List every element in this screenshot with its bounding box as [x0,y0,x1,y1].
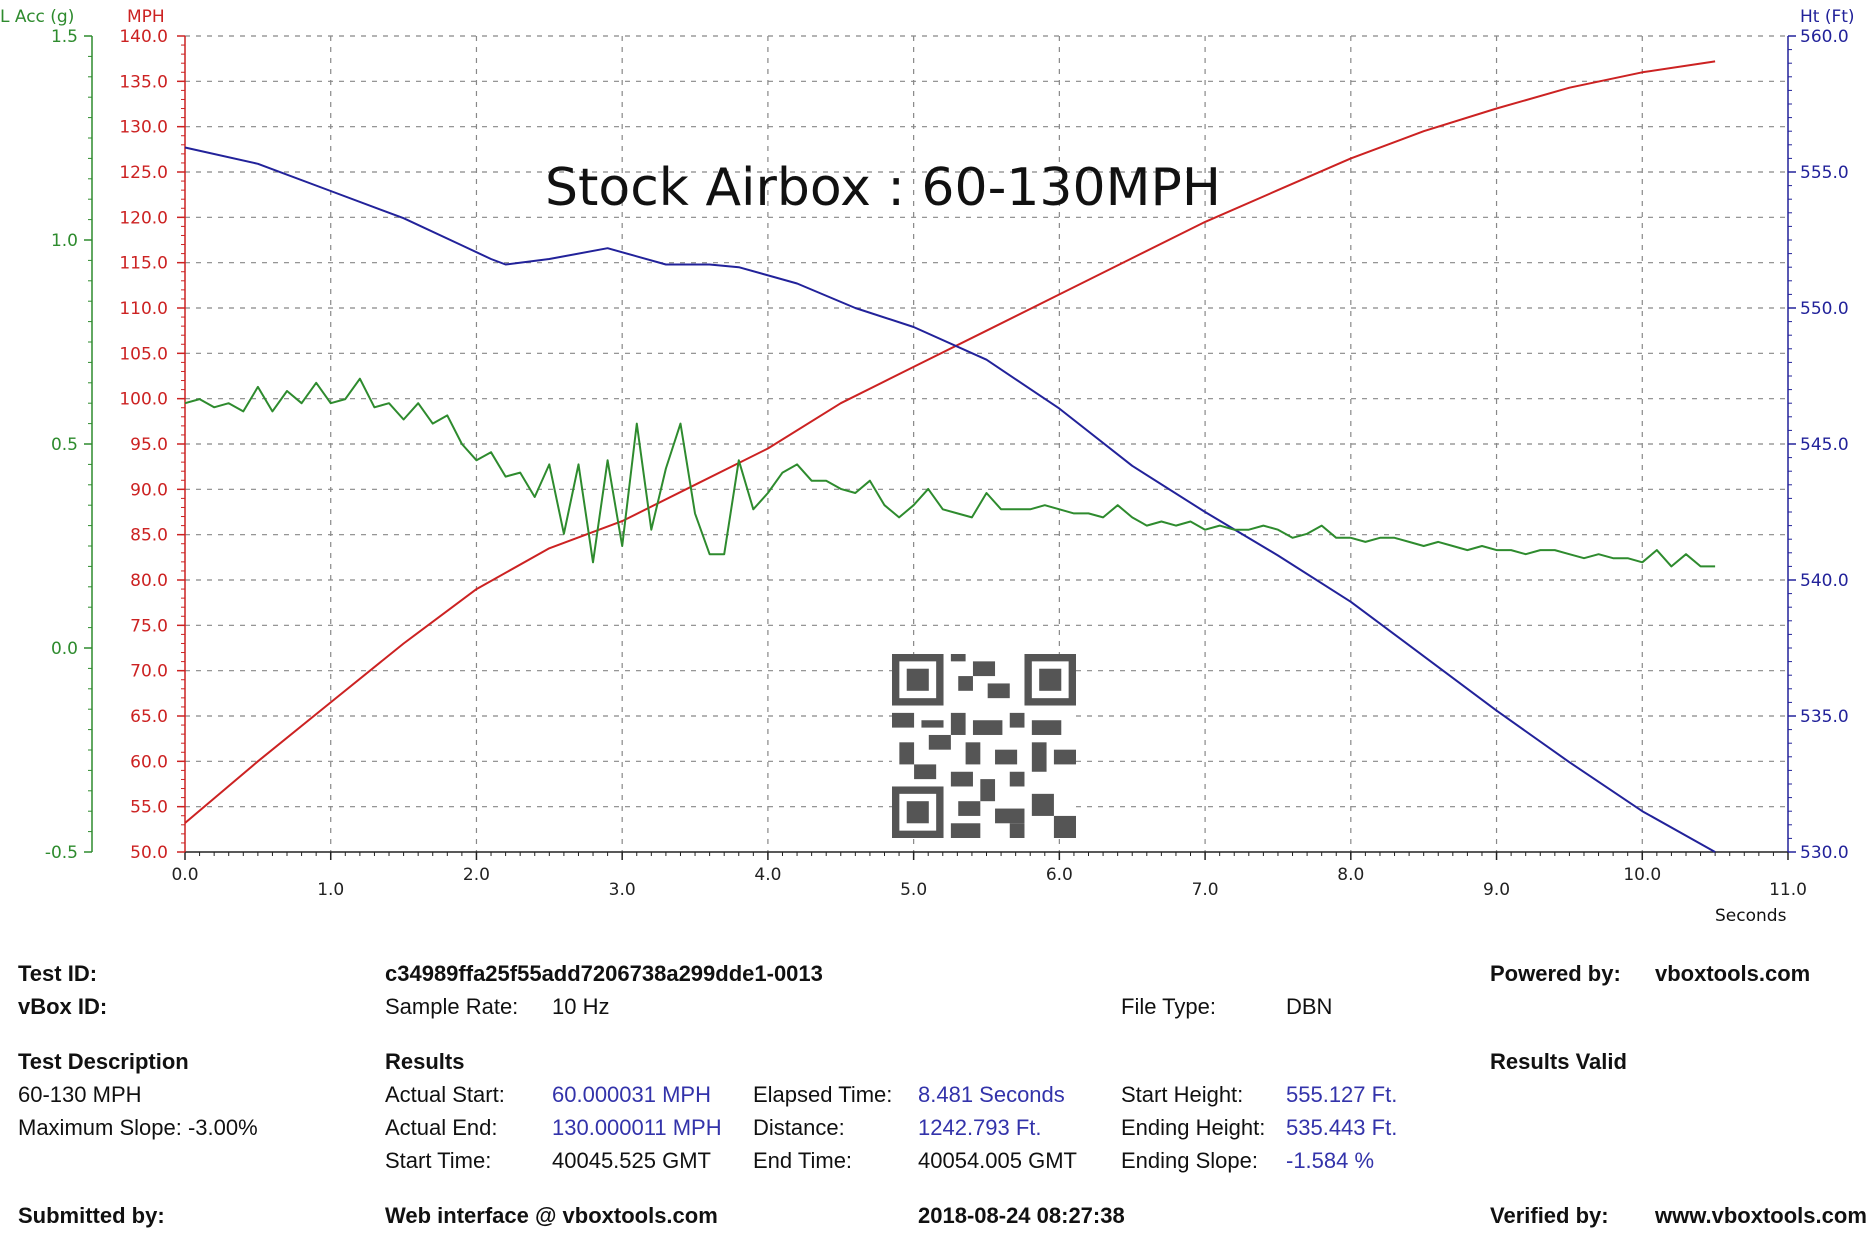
mph-tick-label: 75.0 [130,616,168,636]
sample-rate-label: Sample Rate: [385,994,519,1019]
axes [84,35,1796,860]
x-tick-label: 8.0 [1337,865,1364,885]
file-type-value: DBN [1286,994,1333,1019]
x-tick-label: 0.0 [171,865,198,885]
elapsed-time-value: 8.481 Seconds [918,1082,1065,1107]
verified-by-label: Verified by: [1490,1203,1609,1228]
test-id-label: Test ID: [18,961,98,986]
lacc-tick-label: 0.0 [51,639,78,659]
ht-tick-label: 530.0 [1800,843,1849,863]
verified-by-value[interactable]: www.vboxtools.com [1655,1203,1867,1228]
actual-end-label: Actual End: [385,1115,498,1140]
actual-end-value: 130.000011 MPH [552,1115,722,1140]
chart: 0.0 1.0 2.0 3.0 4.0 5.0 6.0 7.0 8.0 9.0 10.0 11.0 -0… [0,7,1855,926]
ht-axis-title: Ht (Ft) [1800,7,1855,27]
lacc-tick-label: 1.5 [51,27,78,47]
x-tick-label: 3.0 [609,880,636,900]
elapsed-time-label: Elapsed Time: [753,1082,893,1107]
test-id-value: c34989ffa25f55add7206738a299dde1-0013 [385,961,823,986]
series [184,60,1716,853]
x-tick-label: 7.0 [1192,880,1219,900]
sample-rate-value: 10 Hz [552,994,610,1019]
mph-tick-label: 70.0 [130,662,168,682]
start-time-value: 40045.525 GMT [552,1148,711,1173]
mph-tick-label: 135.0 [119,72,168,92]
web-interface-link[interactable]: Web interface @ vboxtools.com [385,1203,718,1228]
end-time-label: End Time: [753,1148,853,1173]
vbox-id-label: vBox ID: [18,994,108,1019]
results-label: Results [385,1049,465,1074]
x-tick-label: 6.0 [1046,865,1073,885]
results-valid-label: Results Valid [1490,1049,1627,1074]
mph-tick-label: 140.0 [119,27,168,47]
actual-start-value: 60.000031 MPH [552,1082,711,1107]
ht-tick-label: 545.0 [1800,435,1849,455]
x-tick-label: 5.0 [900,880,927,900]
file-type-label: File Type: [1121,994,1216,1019]
x-tick-label: 4.0 [754,865,781,885]
powered-by-value: vboxtools.com [1655,961,1811,986]
mph-tick-label: 80.0 [130,571,168,591]
powered-by-label: Powered by: [1490,961,1621,986]
qr-code-icon [892,654,1076,838]
test-description-label: Test Description [18,1049,189,1074]
maximum-slope: Maximum Slope: -3.00% [18,1115,258,1140]
report-date: 2018-08-24 08:27:38 [918,1203,1125,1228]
actual-start-label: Actual Start: [385,1082,505,1107]
x-tick-label: 9.0 [1483,880,1510,900]
start-height-label: Start Height: [1121,1082,1244,1107]
tick-labels: 0.0 1.0 2.0 3.0 4.0 5.0 6.0 7.0 8.0 9.0 10.0 11.0 -0… [45,27,1849,900]
ending-height-value: 535.443 Ft. [1286,1115,1398,1140]
mph-tick-label: 130.0 [119,118,168,138]
lacc-axis-title: L Acc (g) [0,7,74,27]
end-time-value: 40054.005 GMT [918,1148,1077,1173]
mph-tick-label: 65.0 [130,707,168,727]
distance-label: Distance: [753,1115,845,1140]
x-axis-title: Seconds [1715,906,1787,926]
submitted-by-label: Submitted by: [18,1203,165,1228]
ht-tick-label: 550.0 [1800,299,1849,319]
start-time-label: Start Time: [385,1148,492,1173]
mph-tick-label: 95.0 [130,435,168,455]
x-tick-label: 1.0 [317,880,344,900]
ending-slope-value: -1.584 % [1286,1148,1375,1173]
ending-slope-label: Ending Slope: [1121,1148,1258,1173]
x-tick-label: 2.0 [463,865,490,885]
mph-tick-label: 110.0 [119,299,168,319]
ht-tick-label: 555.0 [1800,163,1849,183]
mph-tick-label: 50.0 [130,843,168,863]
grid [185,35,1788,852]
test-description-value: 60-130 MPH [18,1082,142,1107]
chart-title: Stock Airbox : 60-130MPH [545,158,1221,218]
mph-tick-label: 105.0 [119,344,168,364]
mph-tick-label: 120.0 [119,208,168,228]
x-tick-label: 11.0 [1769,880,1807,900]
distance-value: 1242.793 Ft. [918,1115,1042,1140]
lacc-tick-label: 0.5 [51,435,78,455]
mph-tick-label: 100.0 [119,390,168,410]
mph-tick-label: 60.0 [130,752,168,772]
mph-tick-label: 125.0 [119,163,168,183]
ending-height-label: Ending Height: [1121,1115,1266,1140]
lacc-series-line [184,377,1716,568]
mph-tick-label: 115.0 [119,254,168,274]
ht-tick-label: 560.0 [1800,27,1849,47]
lacc-tick-label: 1.0 [51,231,78,251]
results-panel: Test ID: c34989ffa25f55add7206738a299dde… [0,955,1875,1250]
ht-tick-label: 535.0 [1800,707,1849,727]
x-tick-label: 10.0 [1623,865,1661,885]
mph-series-line [184,60,1716,824]
mph-tick-label: 90.0 [130,480,168,500]
mph-tick-label: 85.0 [130,526,168,546]
ht-tick-label: 540.0 [1800,571,1849,591]
mph-tick-label: 55.0 [130,798,168,818]
mph-axis-title: MPH [127,7,165,27]
lacc-tick-label: -0.5 [45,843,78,863]
start-height-value: 555.127 Ft. [1286,1082,1398,1107]
ht-series-line [184,146,1716,853]
